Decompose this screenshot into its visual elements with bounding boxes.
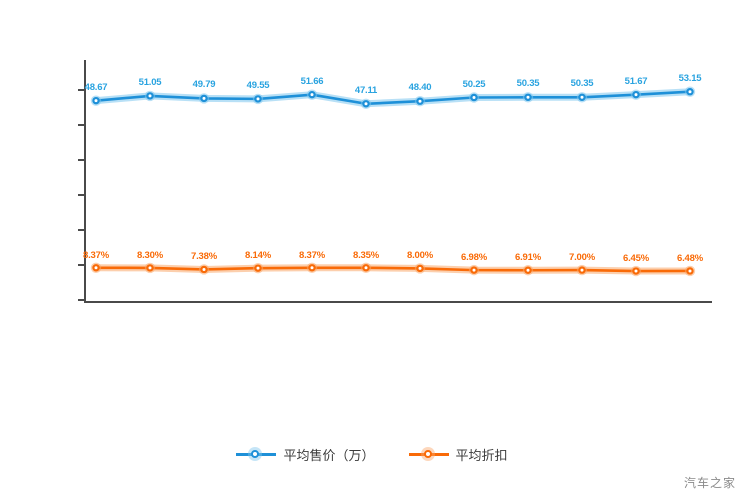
data-point-orange[interactable]	[254, 264, 262, 272]
data-point-blue[interactable]	[470, 93, 478, 102]
y-axis-tick	[78, 299, 84, 301]
legend-label-orange: 平均折扣	[455, 447, 508, 463]
data-point-orange[interactable]	[416, 264, 424, 273]
data-point-orange[interactable]	[470, 266, 478, 274]
data-label-orange: 6.48%	[677, 252, 703, 264]
blue-line	[94, 90, 692, 106]
data-label-orange: 7.00%	[569, 252, 595, 264]
legend-item-blue[interactable]: 平均售价（万）	[236, 445, 375, 464]
data-label-blue: 49.55	[246, 79, 270, 91]
data-point-blue[interactable]	[254, 95, 262, 103]
data-point-orange[interactable]	[308, 264, 316, 272]
data-label-orange: 8.37%	[299, 249, 325, 261]
legend-label-blue: 平均售价（万）	[283, 447, 375, 463]
y-axis-tick	[78, 89, 84, 91]
data-label-blue: 48.67	[84, 81, 108, 93]
legend-marker-blue-icon	[236, 447, 277, 461]
data-point-blue[interactable]	[146, 92, 154, 100]
watermark: 汽车之家	[683, 476, 736, 490]
data-point-orange[interactable]	[632, 267, 640, 275]
data-point-orange[interactable]	[578, 266, 586, 274]
data-label-blue: 51.67	[624, 75, 648, 87]
data-label-orange: 8.35%	[353, 249, 379, 261]
data-label-blue: 47.11	[354, 84, 378, 96]
data-label-blue: 50.25	[462, 78, 486, 90]
data-point-orange[interactable]	[524, 266, 532, 274]
data-point-blue[interactable]	[92, 96, 100, 105]
chart-legend: 平均售价（万） 平均折扣	[0, 441, 744, 467]
blue-markers	[90, 86, 696, 109]
orange-markers	[90, 262, 696, 277]
data-point-blue[interactable]	[578, 93, 586, 102]
data-point-blue[interactable]	[686, 87, 694, 96]
data-label-blue: 50.35	[570, 78, 594, 90]
data-point-orange[interactable]	[92, 264, 100, 272]
data-point-blue[interactable]	[416, 97, 424, 105]
data-label-orange: 7.38%	[191, 251, 217, 263]
data-label-orange: 6.45%	[623, 253, 649, 265]
data-label-orange: 8.00%	[407, 250, 433, 262]
y-axis-tick	[78, 194, 84, 196]
data-point-blue[interactable]	[632, 90, 640, 99]
data-point-orange[interactable]	[146, 264, 154, 272]
legend-item-orange[interactable]: 平均折扣	[408, 445, 508, 464]
series-blue	[90, 86, 696, 109]
data-label-orange: 8.30%	[137, 249, 163, 261]
y-axis-tick	[78, 159, 84, 161]
y-axis-tick	[78, 264, 84, 266]
x-axis	[84, 301, 712, 303]
y-axis-tick	[78, 124, 84, 126]
y-axis	[84, 60, 86, 303]
data-label-blue: 48.40	[408, 82, 432, 94]
data-point-orange[interactable]	[362, 264, 370, 272]
legend-marker-orange-icon	[408, 447, 449, 461]
data-label-blue: 49.79	[192, 79, 216, 91]
data-label-blue: 51.05	[138, 76, 162, 88]
data-point-blue[interactable]	[524, 93, 532, 102]
data-point-blue[interactable]	[308, 90, 316, 99]
data-label-blue: 50.35	[516, 78, 540, 90]
data-point-blue[interactable]	[200, 94, 208, 103]
data-point-orange[interactable]	[686, 267, 694, 275]
y-axis-tick	[78, 229, 84, 231]
data-label-orange: 8.37%	[83, 249, 109, 261]
data-point-blue[interactable]	[362, 100, 370, 108]
data-label-orange: 6.98%	[461, 252, 487, 264]
data-label-blue: 53.15	[678, 72, 702, 84]
data-label-orange: 8.14%	[245, 250, 271, 262]
data-label-orange: 6.91%	[515, 252, 541, 264]
orange-line	[94, 266, 692, 273]
data-label-blue: 51.66	[300, 75, 324, 87]
series-orange	[90, 262, 696, 277]
data-point-orange[interactable]	[200, 265, 208, 274]
